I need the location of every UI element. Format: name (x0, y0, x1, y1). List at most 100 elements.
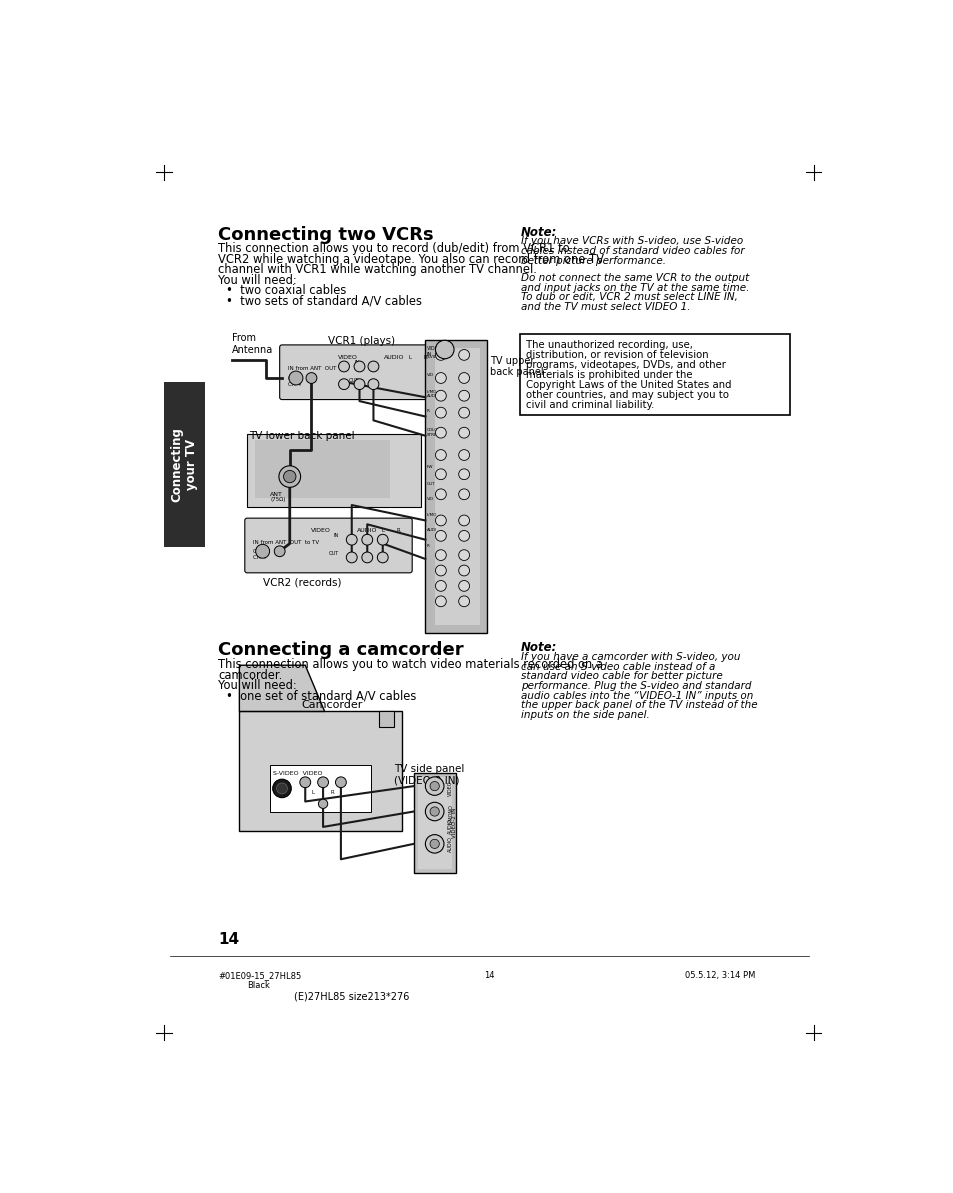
Circle shape (458, 489, 469, 500)
Circle shape (274, 546, 285, 557)
Text: You will need:: You will need: (218, 679, 297, 692)
Bar (519, 334, 789, 415)
Text: VIDEO
IN: VIDEO IN (427, 346, 442, 357)
Bar (239, 711, 402, 830)
Circle shape (377, 552, 388, 563)
Text: R: R (330, 790, 334, 795)
Circle shape (318, 799, 328, 809)
Text: You will need:: You will need: (218, 273, 297, 286)
Bar (247, 434, 421, 507)
Text: To dub or edit, VCR 2 must select LINE IN,: To dub or edit, VCR 2 must select LINE I… (520, 292, 737, 302)
Text: VIDEO: VIDEO (337, 354, 357, 360)
Circle shape (306, 372, 316, 383)
Circle shape (458, 390, 469, 401)
Text: 14: 14 (218, 933, 239, 947)
Text: •  one set of standard A/V cables: • one set of standard A/V cables (226, 690, 416, 703)
Text: CH 3: CH 3 (253, 549, 266, 554)
Text: standard video cable for better picture: standard video cable for better picture (520, 672, 721, 681)
Text: AUDIO: AUDIO (384, 354, 404, 360)
Circle shape (435, 390, 446, 401)
Circle shape (278, 465, 300, 488)
Circle shape (458, 427, 469, 438)
Text: 05.5.12, 3:14 PM: 05.5.12, 3:14 PM (684, 971, 755, 979)
Circle shape (435, 372, 446, 383)
Circle shape (368, 361, 378, 372)
Text: S-VID: S-VID (427, 354, 437, 359)
Circle shape (458, 372, 469, 383)
Circle shape (430, 781, 439, 791)
Bar (425, 340, 487, 632)
Text: CH 4: CH 4 (288, 382, 301, 387)
Circle shape (361, 552, 373, 563)
Circle shape (430, 839, 439, 848)
Text: •  two coaxial cables: • two coaxial cables (226, 284, 346, 297)
Text: IN: IN (333, 533, 338, 538)
Circle shape (346, 552, 356, 563)
Text: TV upper
back panel: TV upper back panel (489, 356, 543, 377)
Text: AUDI: AUDI (427, 528, 436, 532)
Text: VID: VID (427, 497, 434, 501)
Circle shape (255, 544, 270, 558)
Text: L: L (381, 528, 384, 533)
Circle shape (425, 777, 443, 796)
Text: R: R (423, 354, 427, 360)
Circle shape (299, 777, 311, 787)
Text: Connecting two VCRs: Connecting two VCRs (218, 225, 434, 243)
Polygon shape (378, 711, 394, 727)
Circle shape (368, 379, 378, 390)
Circle shape (435, 350, 446, 360)
Circle shape (335, 777, 346, 787)
Bar (270, 766, 371, 811)
Text: AUDIO: AUDIO (356, 528, 377, 533)
Text: and the TV must select VIDEO 1.: and the TV must select VIDEO 1. (520, 302, 689, 311)
Text: Note:: Note: (520, 642, 557, 654)
Circle shape (338, 379, 349, 390)
Circle shape (458, 469, 469, 480)
Circle shape (435, 515, 446, 526)
Text: ANT: ANT (270, 492, 283, 497)
Text: IN from ANT  OUT: IN from ANT OUT (288, 366, 336, 371)
Circle shape (435, 407, 446, 418)
Circle shape (273, 779, 291, 798)
Circle shape (289, 371, 303, 385)
Text: FW: FW (427, 465, 433, 469)
Circle shape (435, 531, 446, 542)
Text: other countries, and may subject you to: other countries, and may subject you to (525, 390, 728, 401)
Text: Camcorder: Camcorder (301, 700, 362, 710)
Text: VID: VID (427, 372, 434, 377)
Circle shape (435, 469, 446, 480)
Text: This connection allows you to record (dub/edit) from VCR1 to: This connection allows you to record (du… (218, 242, 570, 255)
Circle shape (458, 350, 469, 360)
Text: R: R (395, 528, 399, 533)
Text: #01E09-15_27HL85: #01E09-15_27HL85 (218, 971, 301, 979)
Text: VCR2 while watching a videotape. You also can record from one TV: VCR2 while watching a videotape. You als… (218, 253, 604, 266)
Circle shape (458, 550, 469, 561)
FancyBboxPatch shape (279, 345, 443, 400)
Text: From
Antenna: From Antenna (232, 333, 273, 356)
Circle shape (377, 534, 388, 545)
Text: L: L (408, 354, 411, 360)
Text: IN: IN (354, 359, 359, 365)
Circle shape (317, 777, 328, 787)
Text: OUT: OUT (328, 551, 338, 556)
Circle shape (435, 581, 446, 592)
Text: COLOR
STRE: COLOR STRE (427, 428, 441, 437)
Bar (254, 440, 390, 499)
Text: materials is prohibited under the: materials is prohibited under the (525, 370, 692, 381)
Text: L/MO: L/MO (427, 513, 436, 517)
Circle shape (435, 550, 446, 561)
Circle shape (458, 596, 469, 607)
Circle shape (430, 806, 439, 816)
Circle shape (425, 835, 443, 853)
Bar (435, 348, 479, 625)
Circle shape (435, 450, 446, 460)
Text: L/MO
AUDI: L/MO AUDI (427, 390, 436, 398)
Text: R: R (427, 409, 430, 413)
Circle shape (354, 361, 365, 372)
Text: This connection allows you to watch video materials recorded on a: This connection allows you to watch vide… (218, 659, 603, 672)
Circle shape (458, 531, 469, 542)
Text: If you have a camcorder with S-video, you: If you have a camcorder with S-video, yo… (520, 653, 740, 662)
Circle shape (458, 450, 469, 460)
Text: AUDIO: AUDIO (447, 836, 453, 852)
Text: IN from ANT  OUT  to TV: IN from ANT OUT to TV (253, 539, 319, 545)
